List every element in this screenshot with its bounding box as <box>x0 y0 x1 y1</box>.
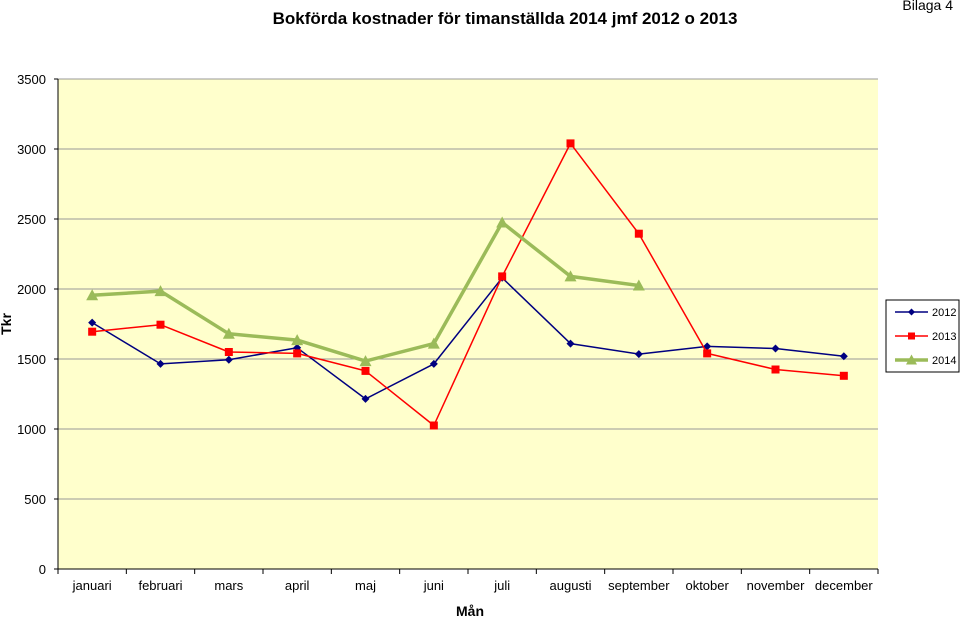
x-tick-label: januari <box>72 578 112 593</box>
data-point <box>291 334 304 346</box>
data-point <box>498 272 507 281</box>
data-point <box>839 371 848 380</box>
x-tick-label: juli <box>493 578 510 593</box>
y-tick-label: 0 <box>39 562 46 577</box>
data-point <box>632 279 645 291</box>
data-point <box>86 289 99 301</box>
data-point <box>224 355 233 364</box>
data-point <box>156 320 165 329</box>
data-point <box>566 339 575 348</box>
data-point <box>293 349 302 358</box>
data-point <box>222 327 235 339</box>
y-axis-title: Tkr <box>0 313 14 335</box>
data-point <box>361 394 370 403</box>
series-layer <box>86 139 848 430</box>
data-point <box>908 332 915 340</box>
legend: 2012 2013 2014 <box>885 299 960 373</box>
data-point <box>564 270 577 282</box>
x-tick-label: februari <box>138 578 182 593</box>
series-2014 <box>86 216 645 367</box>
data-point <box>908 308 915 316</box>
data-point <box>359 355 372 367</box>
x-tick-label: augusti <box>550 578 592 593</box>
data-point <box>634 350 643 359</box>
y-tick-label: 3500 <box>17 72 46 87</box>
data-point <box>906 354 917 365</box>
y-tick-label: 1000 <box>17 422 46 437</box>
data-point <box>88 318 97 327</box>
axes: 0 500 1000 1500 2000 2500 3000 3500 januari febru… <box>17 72 879 593</box>
y-tick-label: 3000 <box>17 142 46 157</box>
data-point <box>429 421 438 430</box>
chart-title: Bokförda kostnader för timanställda 2014… <box>273 9 738 28</box>
x-axis-title: Mån <box>456 603 484 619</box>
data-point <box>88 327 97 336</box>
y-tick-label: 2000 <box>17 282 46 297</box>
series-line <box>91 277 844 400</box>
data-point <box>634 229 643 238</box>
series-2013 <box>88 139 848 430</box>
data-point <box>771 365 780 374</box>
x-tick-label: juni <box>423 578 444 593</box>
grid <box>58 78 878 570</box>
data-point <box>839 352 848 361</box>
x-tick-label: april <box>285 578 310 593</box>
y-tick-label: 1500 <box>17 352 46 367</box>
data-point <box>361 366 370 375</box>
legend-label: 2014 <box>932 355 956 367</box>
plot-area <box>58 79 878 569</box>
data-point <box>771 344 780 353</box>
data-point <box>566 139 575 148</box>
x-tick-label: september <box>608 578 670 593</box>
y-tick-label: 2500 <box>17 212 46 227</box>
legend-label: 2012 <box>932 307 956 319</box>
attachment-label: Bilaga 4 <box>902 0 953 13</box>
x-tick-label: oktober <box>685 578 729 593</box>
data-point <box>156 359 165 368</box>
legend-label: 2013 <box>932 331 956 343</box>
y-tick-label: 500 <box>24 492 46 507</box>
x-tick-label: december <box>815 578 873 593</box>
series-line <box>92 142 844 427</box>
data-point <box>429 359 438 368</box>
data-point <box>496 216 509 228</box>
x-tick-label: mars <box>214 578 243 593</box>
data-point <box>427 337 440 349</box>
data-point <box>224 348 233 356</box>
data-point <box>154 285 167 297</box>
data-point <box>703 349 712 358</box>
x-tick-label: maj <box>355 578 376 593</box>
x-tick-label: november <box>747 578 805 593</box>
